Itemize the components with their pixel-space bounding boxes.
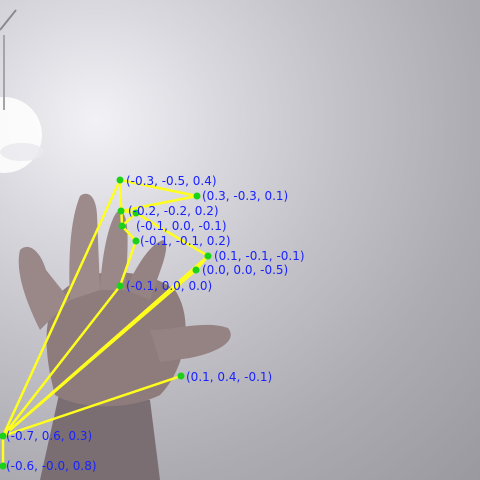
skeleton-edge xyxy=(118,179,123,212)
ceiling-light-fixture xyxy=(0,143,44,161)
landmark-coordinate-label: (0.3, -0.3, 0.1) xyxy=(202,189,289,203)
landmark-joint xyxy=(0,432,7,440)
landmark-joint xyxy=(0,462,7,470)
landmark-coordinate-label: (-0.1, 0.0, -0.1) xyxy=(136,219,227,233)
thumb xyxy=(150,324,231,362)
skeleton-edge xyxy=(120,194,198,213)
skeleton-edge xyxy=(1,179,122,437)
landmark-coordinate-label: (-0.1, 0.0, 0.0) xyxy=(126,279,213,293)
landmark-joint xyxy=(118,222,126,230)
landmark-joint xyxy=(132,237,140,245)
ceiling-wire xyxy=(0,9,17,31)
landmark-joint xyxy=(117,207,125,215)
landmark-coordinate-label: (-0.6, -0.0, 0.8) xyxy=(6,459,97,473)
landmark-coordinate-label: (0.0, 0.0, -0.5) xyxy=(202,263,289,277)
landmark-coordinate-label: (-0.1, -0.1, 0.2) xyxy=(140,234,231,248)
landmark-coordinate-label: (-0.7, 0.6, 0.3) xyxy=(6,429,93,443)
skeleton-edge xyxy=(119,178,198,198)
landmark-coordinate-label: (0.1, 0.4, -0.1) xyxy=(186,370,273,384)
finger-index xyxy=(125,240,167,300)
skeleton-edge xyxy=(2,285,121,437)
skeleton-edge xyxy=(118,240,138,287)
landmark-joint xyxy=(192,266,200,274)
finger-pinky xyxy=(18,246,71,330)
landmark-joint xyxy=(193,192,201,200)
landmark-joint xyxy=(116,176,124,184)
skeleton-edge xyxy=(135,211,209,258)
finger-middle xyxy=(100,211,128,290)
landmark-coordinate-label: (-0.3, -0.5, 0.4) xyxy=(126,174,217,188)
landmark-joint xyxy=(116,282,124,290)
landmark-joint xyxy=(177,372,185,380)
skeleton-edge xyxy=(2,374,182,438)
landmark-coordinate-label: (0.1, -0.1, -0.1) xyxy=(214,249,305,263)
landmark-joint xyxy=(132,209,140,217)
landmark-coordinate-label: (-0.2, -0.2, 0.2) xyxy=(128,204,219,218)
landmark-joint xyxy=(204,252,212,260)
skeleton-edge xyxy=(2,269,197,437)
